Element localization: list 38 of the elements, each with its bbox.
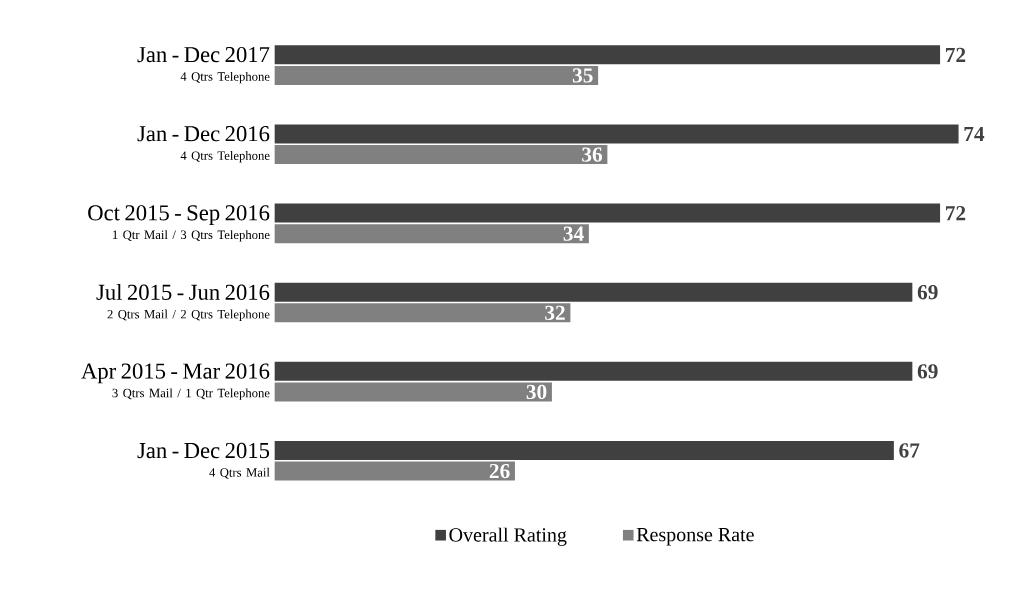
text: 4 Qtrs Telephone [180,151,270,163]
y-tick-label: Jul 2015 - Jun 2016 [96,283,270,300]
legend-label: Overall Rating [449,527,567,546]
bar [274,282,913,302]
text: 3 Qtrs Mail / 1 Qtr Telephone [112,388,270,400]
bar [274,65,599,85]
data-label: 72 [946,206,966,221]
bar [274,145,608,165]
data-label: 67 [899,443,920,458]
text: 4 Qtrs Telephone [180,71,270,84]
bar [274,203,941,223]
text: 1 Qtr Mail / 3 Qtrs Telephone [113,230,270,242]
data-label: 34 [563,226,584,241]
data-label: 35 [572,68,593,83]
text: 2 Qtrs Mail / 2 Qtrs Telephone [107,309,270,322]
text: 4 Qtrs Mail [209,467,270,479]
bar [274,361,913,381]
data-label: 26 [489,463,510,479]
bar [274,303,571,323]
data-label: 32 [545,305,565,320]
data-label: 69 [917,364,938,379]
y-tick-label: Oct 2015 - Sep 2016 [88,205,270,226]
bar [274,224,589,244]
legend-label: Response Rate [636,528,754,546]
data-label: 74 [964,126,985,141]
bar [274,124,959,144]
bar [274,382,552,402]
data-label: 30 [526,384,547,400]
data-label: 69 [917,285,938,300]
bar [274,440,894,460]
y-tick-label: Jan - Dec 2015 [137,442,270,459]
y-tick-label: Apr 2015 - Mar 2016 [81,363,270,384]
data-label: 36 [582,147,603,162]
y-tick-label: Jan - Dec 2016 [137,126,270,142]
data-label: 72 [946,47,966,62]
y-tick-label: Jan - Dec 2017 [137,46,270,63]
bar [274,45,941,65]
bar [274,461,515,481]
